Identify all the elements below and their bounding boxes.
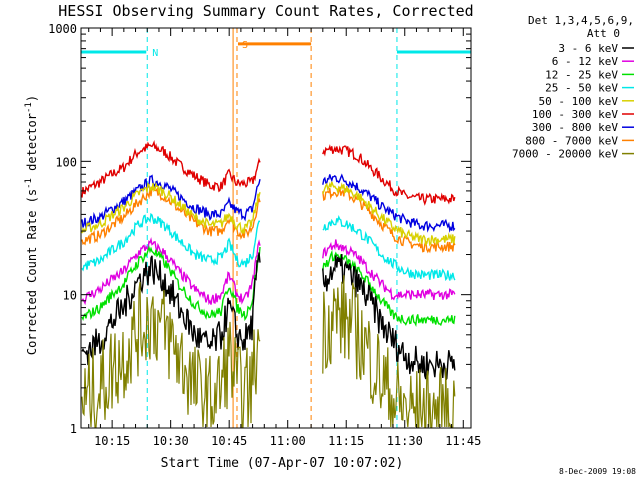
legend-entry-label: 50 - 100 keV [539,95,619,108]
y-label-sup2: -1 [24,102,34,113]
legend-entry-label: 300 - 800 keV [532,121,618,134]
y-label-main: Corrected Count Rate (s [25,189,39,355]
y-tick-label: 10 [63,289,77,303]
legend-entry-label: 12 - 25 keV [545,68,618,81]
series-300_800keV [81,173,456,233]
series-line-segment [322,214,456,282]
series-line-segment [81,252,261,366]
series-line-segment [81,281,261,428]
y-label-mid: detector [25,113,39,178]
legend-header-line2: Att 0 [587,27,620,40]
series-25_50keV [81,212,456,282]
series-line-segment [322,239,456,301]
y-tick-label: 100 [55,155,77,169]
legend-entry-label: 3 - 6 keV [558,42,618,55]
axes-layer: 10:15 10:30 10:45 11:00 11:15 11:30 11:45 1 10 10… [48,22,481,448]
x-tick-label: 10:15 [94,434,130,448]
series-6_12keV [81,236,456,306]
legend-entry-label: 100 - 300 keV [532,108,618,121]
series-line-segment [322,275,456,428]
series-line-segment [322,181,456,247]
legend-entry-label: 6 - 12 keV [552,55,619,68]
x-tick-label: 10:30 [153,434,189,448]
series-line-segment [81,212,261,272]
series-line-segment [81,181,261,235]
y-axis-label: Corrected Count Rate (s-1 detector-1) [24,95,39,355]
series-12_25keV [81,245,456,328]
y-label-sup1: -1 [24,178,34,189]
series-line-segment [322,253,456,383]
series-line-segment [81,174,261,230]
chart-title: HESSI Observing Summary Count Rates, Cor… [58,2,473,20]
x-tick-label: 11:45 [445,434,481,448]
svg-text:Corrected Count Rate (s-1 dete: Corrected Count Rate (s-1 detector-1) [24,95,39,355]
flag-N-label: N [152,48,158,59]
x-tick-label: 10:45 [211,434,247,448]
series-50_100keV [81,181,456,247]
x-tick-label: 11:00 [270,434,306,448]
legend-entry-label: 7000 - 20000 keV [512,148,618,161]
series-line-segment [322,173,456,233]
y-label-end: ) [25,95,39,102]
y-tick-label: 1000 [48,22,77,36]
legend-entry-label: 800 - 7000 keV [525,134,618,147]
legend-header-line1: Det 1,3,4,5,6,9, [528,14,634,27]
series-100_300keV [81,140,456,206]
series-layer [81,140,456,428]
series-7000_20000keV [81,275,456,428]
x-axis-label: Start Time (07-Apr-07 10:07:02) [161,456,404,471]
footer-date: 8-Dec-2009 19:08 [559,467,636,476]
series-3_6keV [81,252,456,383]
x-tick-label: 11:15 [328,434,364,448]
series-line-segment [81,236,261,306]
series-line-segment [322,249,456,328]
series-line-segment [81,140,261,198]
series-line-segment [322,144,456,206]
legend-entry-label: 25 - 50 keV [545,82,618,95]
x-tick-label: 11:30 [387,434,423,448]
series-line-segment [81,245,261,322]
y-tick-label: 1 [70,422,77,436]
